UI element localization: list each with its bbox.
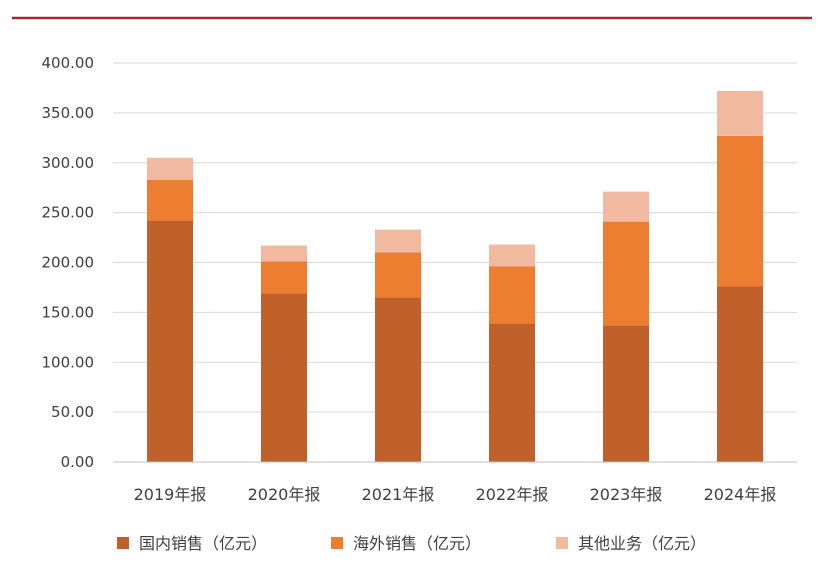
bar-segment-1-1: [147, 220, 193, 462]
bar-segment-1-4: [489, 323, 535, 462]
bar-segment-2-5: [603, 221, 649, 326]
bar-segment-3-4: [489, 244, 535, 267]
bars: [147, 90, 763, 462]
gridlines: [113, 62, 797, 413]
x-tick-label: 2019年报: [134, 485, 207, 504]
bar-segment-1-3: [375, 297, 421, 462]
bar-segment-2-1: [147, 179, 193, 221]
bar-segment-3-6: [717, 90, 763, 136]
y-axis: 0.00 50.00 100.00 150.00 200.00 250.00 300.00 3…: [42, 54, 95, 471]
y-tick-label: 350.00: [42, 104, 95, 122]
y-tick-label: 300.00: [42, 154, 95, 172]
x-tick-label: 2020年报: [248, 485, 321, 504]
bar-segment-2-6: [717, 135, 763, 287]
legend-label: 国内销售（亿元）: [139, 534, 267, 553]
legend-label: 其他业务（亿元）: [578, 534, 706, 553]
bar-segment-1-2: [261, 293, 307, 462]
x-axis: 2019年报 2020年报 2021年报 2022年报 2023年报 2024年报: [134, 485, 777, 504]
legend-swatch: [556, 537, 568, 549]
y-tick-label: 250.00: [42, 204, 95, 222]
bar-segment-2-2: [261, 261, 307, 294]
y-tick-label: 50.00: [51, 403, 94, 421]
bar-segment-2-3: [375, 252, 421, 298]
bar-segment-1-6: [717, 286, 763, 462]
bar-segment-3-2: [261, 245, 307, 262]
x-tick-label: 2022年报: [476, 485, 549, 504]
bar-segment-3-3: [375, 229, 421, 253]
legend-swatch: [331, 537, 343, 549]
bar-segment-1-5: [603, 325, 649, 462]
y-tick-label: 150.00: [42, 303, 95, 321]
legend: 国内销售（亿元） 海外销售（亿元） 其他业务（亿元）: [117, 534, 706, 553]
y-tick-label: 100.00: [42, 353, 95, 371]
y-tick-label: 400.00: [42, 54, 95, 72]
legend-label: 海外销售（亿元）: [353, 534, 481, 553]
bar-segment-3-1: [147, 157, 193, 180]
bar-segment-3-5: [603, 191, 649, 222]
x-tick-label: 2024年报: [704, 485, 777, 504]
y-tick-label: 0.00: [61, 453, 94, 471]
bar-segment-2-4: [489, 266, 535, 324]
x-tick-label: 2021年报: [362, 485, 435, 504]
x-tick-label: 2023年报: [590, 485, 663, 504]
y-tick-label: 200.00: [42, 254, 95, 272]
legend-swatch: [117, 537, 129, 549]
